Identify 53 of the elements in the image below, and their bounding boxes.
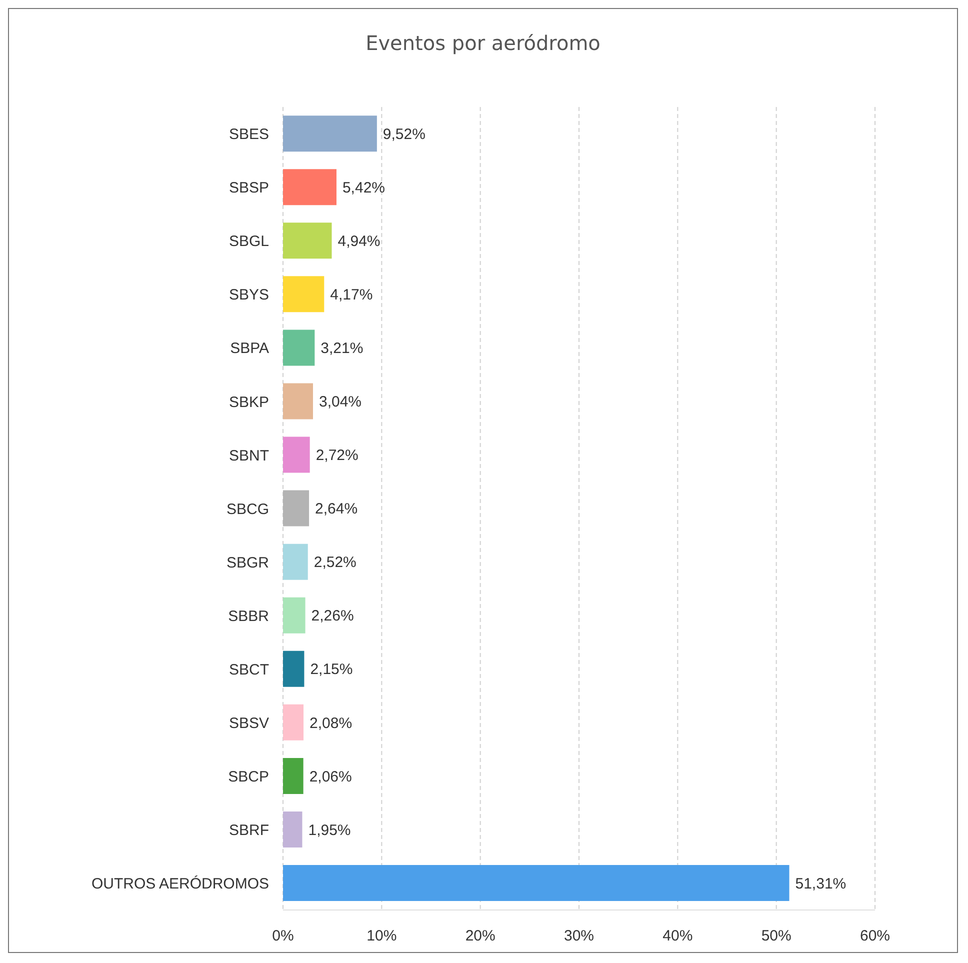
y-tick-label: SBRF [228, 822, 269, 840]
y-tick-label: SBKP [228, 394, 269, 411]
data-label: 5,42% [342, 179, 386, 196]
bar [283, 169, 336, 206]
y-tick-label: SBGL [228, 233, 269, 250]
bar [283, 865, 790, 902]
bar [283, 490, 310, 526]
data-label: 2,15% [310, 661, 353, 678]
x-tick-label: 30% [564, 928, 594, 945]
data-label: 2,08% [310, 714, 352, 732]
data-label: 2,64% [315, 500, 358, 518]
x-tick-label: 50% [761, 928, 792, 945]
data-label: 3,04% [318, 394, 362, 411]
y-tick-label: SBYS [228, 286, 269, 304]
x-tick-label: 60% [860, 928, 890, 945]
y-tick-label: SBES [228, 126, 269, 144]
y-tick-label: SBBR [228, 608, 270, 625]
data-label: 2,26% [311, 608, 354, 625]
y-tick-label: SBGR [226, 554, 270, 572]
x-tick-label: 20% [465, 928, 496, 945]
bar [283, 758, 304, 794]
data-label: 4,94% [338, 232, 380, 250]
data-label: 4,17% [330, 286, 373, 304]
data-label: 2,72% [316, 447, 358, 464]
x-tick-label: 0% [272, 928, 294, 945]
y-tick-label: SBSP [228, 180, 269, 197]
bar [283, 544, 308, 580]
y-tick-label: SBPA [230, 340, 269, 358]
data-label: 9,52% [382, 126, 426, 143]
bar [283, 812, 302, 848]
data-label: 2,52% [314, 554, 356, 572]
data-label: 1,95% [308, 822, 351, 839]
y-tick-label: SBCG [226, 500, 269, 518]
x-tick-label: 10% [366, 928, 397, 945]
bar [283, 436, 310, 473]
y-tick-label: OUTROS AERÓDROMOS [91, 874, 269, 893]
chart-title: Eventos por aeródromo [364, 31, 602, 55]
y-tick-label: SBCP [228, 768, 269, 786]
y-tick-label: SBNT [228, 447, 269, 464]
bar [283, 116, 377, 152]
y-tick-label: SBCT [228, 661, 269, 678]
x-tick-label: 40% [662, 928, 693, 945]
bar [283, 276, 324, 312]
data-label: 2,06% [309, 768, 352, 786]
bar [283, 330, 315, 366]
data-label: 51,31% [795, 875, 846, 892]
bar [283, 597, 306, 634]
data-label: 3,21% [320, 340, 364, 358]
bar [283, 222, 332, 259]
bar [283, 383, 313, 420]
y-tick-label: SBSV [228, 714, 269, 732]
bar [283, 650, 304, 687]
bar [283, 704, 304, 740]
